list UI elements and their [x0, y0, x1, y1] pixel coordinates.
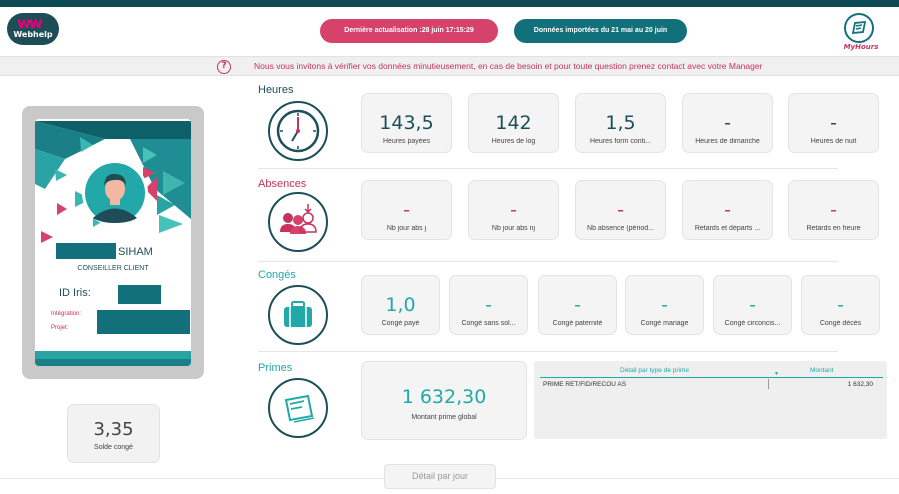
section-divider	[258, 168, 838, 169]
kpi-label: Congé paternité	[552, 320, 603, 327]
question-circle-icon[interactable]: ?	[217, 60, 231, 74]
sort-down-icon[interactable]: ▼	[774, 371, 779, 377]
column-separator	[768, 379, 769, 389]
kpi-value: -	[724, 199, 731, 221]
kpi-label: Congé sans sol...	[461, 320, 516, 327]
kpi-value: 1,0	[385, 294, 416, 316]
kpi-value: -	[749, 294, 756, 316]
kpi-conge-paye: 1,0 Congé payé	[361, 275, 440, 335]
webhelp-logo: ww Webhelp	[7, 13, 59, 45]
kpi-label: Heures payées	[382, 138, 431, 145]
solde-conge-label: Solde congé	[94, 444, 133, 451]
kpi-label: Congé payé	[381, 320, 420, 327]
kpi-label: Congé décès	[819, 320, 862, 327]
kpi-heures-payees: 143,5 Heures payées	[361, 93, 452, 153]
badge-role: CONSEILLER CLIENT	[77, 265, 149, 272]
kpi-abs-periode: - Nb absence (périod...	[575, 180, 666, 240]
kpi-label: Nb jour abs j	[386, 225, 427, 232]
kpi-retards-heure: - Retards en heure	[788, 180, 879, 240]
badge-id-label: ID Iris:	[59, 287, 91, 299]
kpi-conge-circoncision: - Congé circoncis...	[713, 275, 792, 335]
kpi-value: -	[830, 112, 837, 134]
kpi-abs-j: - Nb jour abs j	[361, 180, 452, 240]
kpi-label: Heures de dimanche	[695, 138, 760, 145]
clock-icon	[268, 101, 328, 161]
badge-integration-label: Intégration:	[51, 311, 82, 317]
kpi-label: Heures de nuit	[810, 138, 857, 145]
badge-background	[35, 121, 191, 366]
section-title-conges: Congés	[258, 269, 296, 281]
table-cell-type: PRIME RET/FID/RECOU AS	[543, 381, 627, 388]
detail-par-jour-button[interactable]: Détail par jour	[384, 464, 496, 489]
kpi-conge-paternite: - Congé paternité	[538, 275, 617, 335]
kpi-label: Heures form conti...	[589, 138, 652, 145]
section-divider	[258, 261, 838, 262]
webhelp-logo-text: Webhelp	[13, 30, 53, 39]
badge-name: SIHAM	[118, 246, 153, 258]
myhours-logo-label: MyHours	[843, 43, 879, 51]
kpi-value: -	[485, 294, 492, 316]
myhours-logo: MyHours	[840, 13, 878, 53]
kpi-value: -	[617, 199, 624, 221]
top-accent-bar	[0, 0, 899, 7]
kpi-conge-deces: - Congé décès	[801, 275, 880, 335]
kpi-retards-departs: - Retards et départs ...	[682, 180, 773, 240]
people-absence-icon	[268, 192, 328, 252]
section-title-heures: Heures	[258, 84, 294, 96]
section-divider	[258, 351, 838, 352]
kpi-heures-dimanche: - Heures de dimanche	[682, 93, 773, 153]
section-title-primes: Primes	[258, 362, 293, 374]
suitcase-icon	[268, 285, 328, 345]
prime-total-card: 1 632,30 Montant prime global	[361, 361, 527, 440]
table-header-type[interactable]: Détail par type de prime	[620, 367, 690, 374]
kpi-value: 143,5	[379, 112, 434, 134]
kpi-value: -	[403, 199, 410, 221]
kpi-label: Retards et départs ...	[694, 225, 761, 232]
prime-total-label: Montant prime global	[411, 414, 477, 421]
kpi-value: 142	[495, 112, 532, 134]
kpi-value: -	[724, 112, 731, 134]
kpi-value: -	[574, 294, 581, 316]
kpi-abs-nj: - Nb jour abs nj	[468, 180, 559, 240]
kpi-conge-mariage: - Congé mariage	[625, 275, 704, 335]
kpi-label: Heures de log	[491, 138, 536, 145]
kpi-label: Congé circoncis...	[724, 320, 781, 327]
kpi-value: -	[661, 294, 668, 316]
kpi-value: -	[830, 199, 837, 221]
notice-bar: ? Nous vous invitons à vérifier vos donn…	[0, 56, 899, 76]
last-update-badge: Dernière actualisation :28 juin 17:15:29	[320, 19, 498, 43]
prime-total-value: 1 632,30	[401, 386, 487, 408]
kpi-label: Nb absence (périod...	[587, 225, 654, 232]
kpi-heures-log: 142 Heures de log	[468, 93, 559, 153]
solde-conge-card: 3,35 Solde congé	[67, 404, 160, 463]
section-title-absences: Absences	[258, 178, 307, 190]
redacted-first-name	[56, 243, 116, 259]
employee-badge: SIHAM CONSEILLER CLIENT ID Iris: Intégra…	[35, 119, 191, 366]
solde-conge-value: 3,35	[93, 419, 134, 440]
table-header-divider	[540, 377, 883, 378]
table-cell-amount: 1 632,30	[847, 381, 873, 388]
kpi-label: Retards en heure	[806, 225, 861, 232]
kpi-value: 1,5	[605, 112, 636, 134]
kpi-heures-nuit: - Heures de nuit	[788, 93, 879, 153]
table-header-montant[interactable]: Montant	[810, 367, 834, 374]
money-icon	[268, 378, 328, 438]
redacted-project	[97, 310, 190, 334]
kpi-value: -	[510, 199, 517, 221]
kpi-conge-sans-solde: - Congé sans sol...	[449, 275, 528, 335]
import-range-badge: Données importées du 21 mai au 20 juin	[514, 19, 687, 43]
badge-project-label: Projet:	[51, 325, 69, 331]
webhelp-logo-mark: ww	[17, 14, 43, 32]
prime-detail-table: Détail par type de prime Montant ▼ PRIME…	[534, 361, 887, 439]
kpi-label: Congé mariage	[640, 320, 689, 327]
kpi-value: -	[837, 294, 844, 316]
kpi-label: Nb jour abs nj	[491, 225, 536, 232]
kpi-heures-form: 1,5 Heures form conti...	[575, 93, 666, 153]
myhours-logo-icon	[844, 13, 874, 43]
notice-text: Nous vous invitons à vérifier vos donnée…	[254, 61, 763, 71]
redacted-id	[118, 285, 161, 304]
